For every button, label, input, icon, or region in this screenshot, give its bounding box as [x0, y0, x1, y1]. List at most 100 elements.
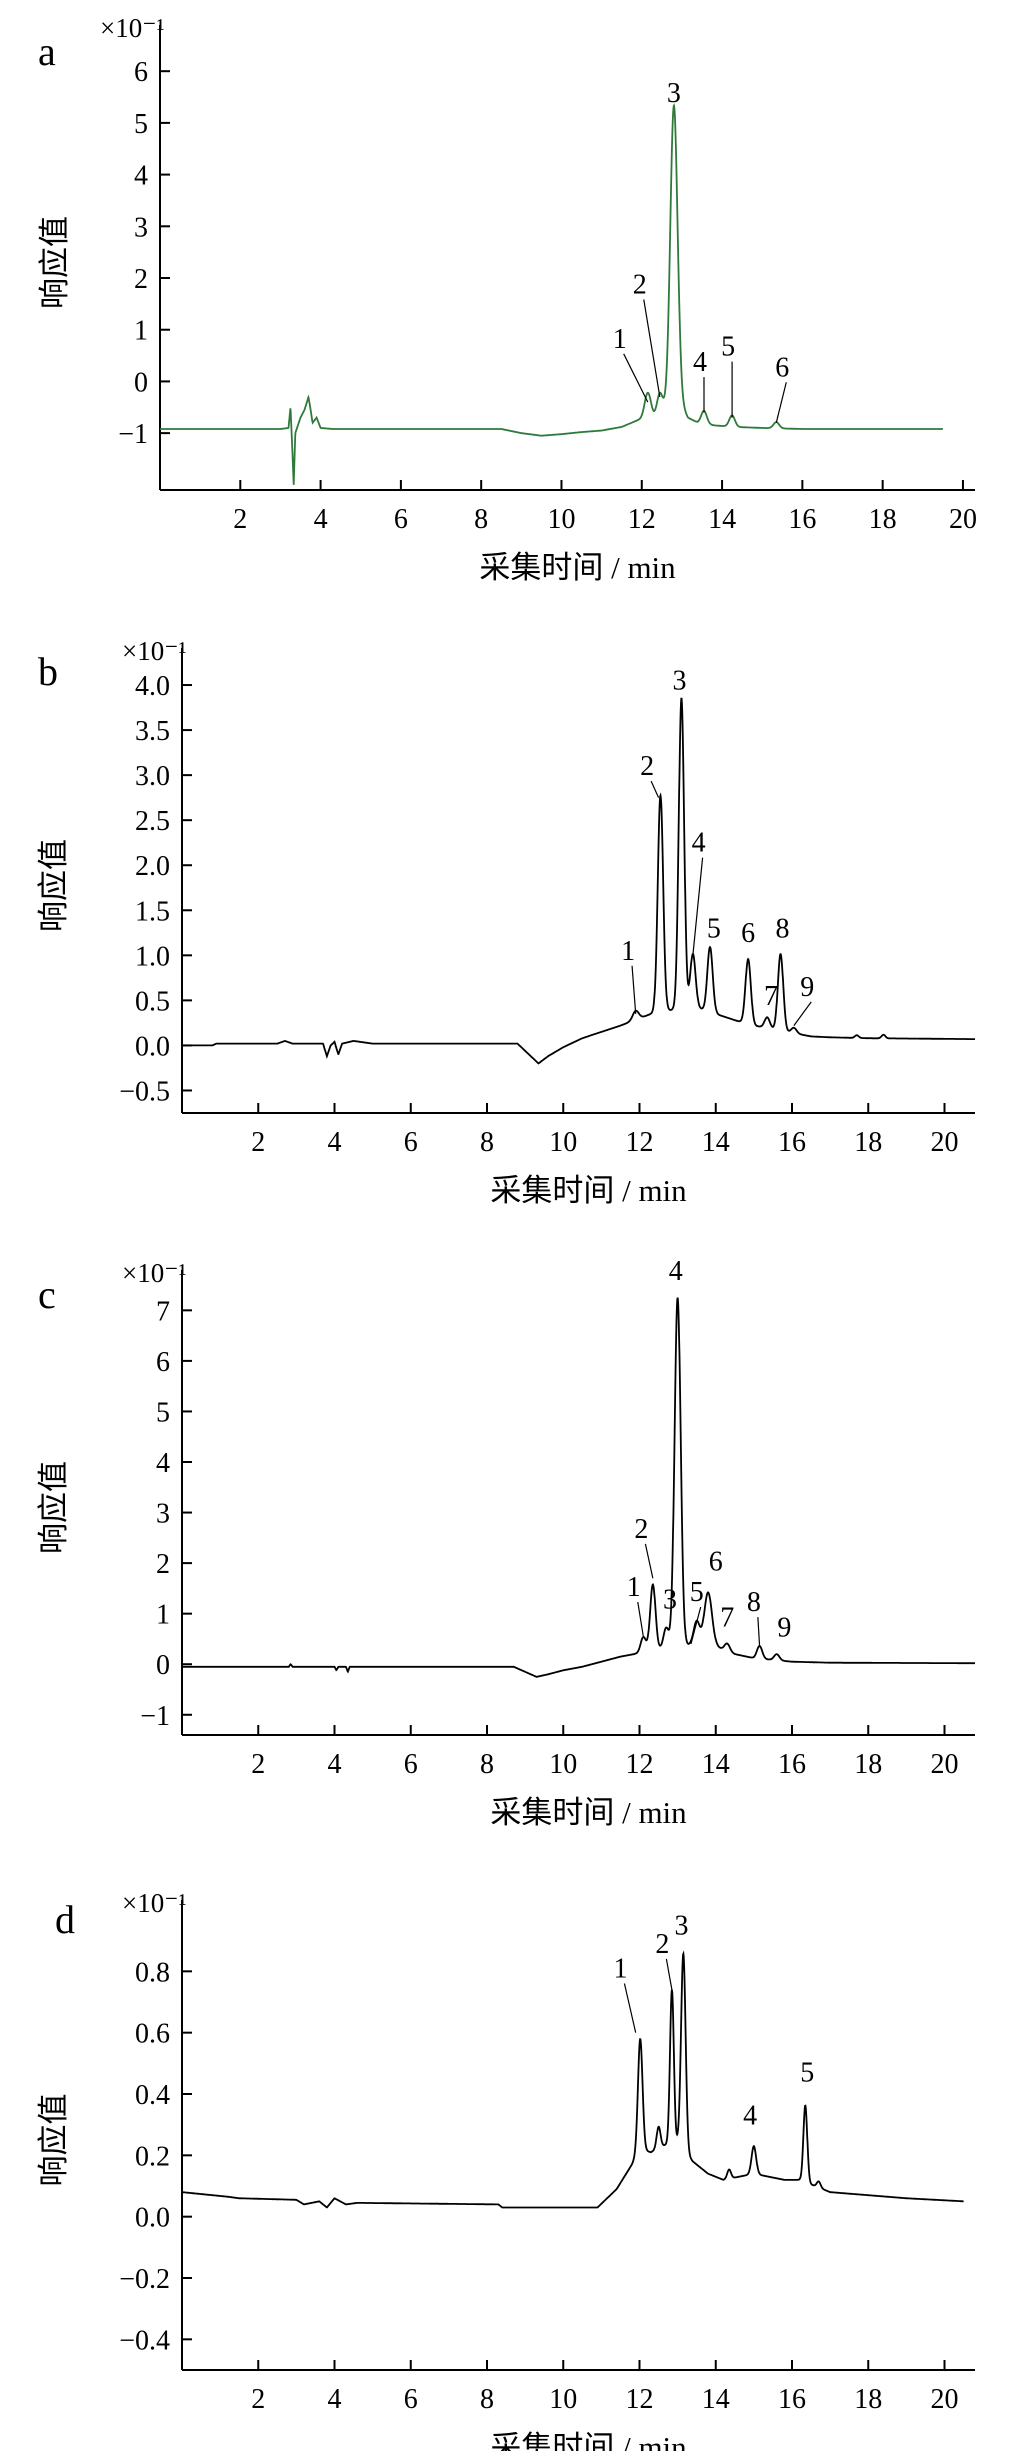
x-tick-label: 2 — [251, 2384, 265, 2415]
y-tick-label: 2.5 — [135, 806, 170, 837]
peak-label: 6 — [775, 352, 789, 383]
y-tick-label: 0.0 — [135, 1031, 170, 1062]
x-tick-label: 4 — [328, 2384, 342, 2415]
peak-leader-line — [623, 353, 649, 403]
y-tick-label: 6 — [134, 57, 148, 88]
x-tick-label: 6 — [404, 1127, 418, 1158]
peak-label: 2 — [655, 1929, 669, 1960]
peak-leader-line — [643, 299, 661, 398]
peak-leader-line — [775, 382, 787, 423]
peak-leader-line — [692, 857, 704, 956]
x-axis-title: 采集时间 / min — [479, 550, 676, 585]
peak-label: 5 — [800, 2058, 814, 2089]
peak-leader-line — [690, 1606, 702, 1645]
x-tick-label: 14 — [702, 2384, 730, 2415]
y-axis-title: 响应值 — [37, 216, 72, 309]
x-tick-label: 2 — [251, 1749, 265, 1780]
y-multiplier: ×10⁻¹ — [122, 1258, 187, 1288]
x-tick-label: 8 — [480, 1749, 494, 1780]
x-tick-label: 16 — [778, 1749, 806, 1780]
y-tick-label: 2.0 — [135, 851, 170, 882]
x-tick-label: 10 — [549, 2384, 577, 2415]
x-axis-title: 采集时间 / min — [490, 1173, 687, 1208]
y-tick-label: −1 — [140, 1701, 170, 1732]
peak-label: 9 — [777, 1612, 791, 1643]
y-multiplier: ×10⁻¹ — [100, 13, 165, 43]
panel-letter: c — [38, 1272, 56, 1317]
panel-letter: d — [55, 1897, 75, 1942]
y-tick-label: 0.2 — [135, 2141, 170, 2172]
y-tick-label: −1 — [118, 419, 148, 450]
y-tick-label: 1 — [156, 1600, 170, 1631]
x-tick-label: 4 — [328, 1749, 342, 1780]
x-tick-label: 18 — [854, 1127, 882, 1158]
x-tick-label: 16 — [788, 504, 816, 535]
peak-leader-line — [665, 1958, 673, 1990]
peak-leader-line — [623, 1983, 637, 2033]
x-tick-label: 2 — [233, 504, 247, 535]
x-tick-label: 14 — [702, 1127, 730, 1158]
peak-label: 5 — [721, 332, 735, 363]
y-tick-label: 1.5 — [135, 896, 170, 927]
panel-letter: b — [38, 649, 58, 694]
y-tick-label: 2 — [156, 1549, 170, 1580]
x-tick-label: 20 — [949, 504, 977, 535]
y-tick-label: 0.6 — [135, 2019, 170, 2050]
peak-label: 4 — [743, 2101, 757, 2132]
y-axis-title: 响应值 — [36, 839, 71, 932]
y-tick-label: 3 — [134, 212, 148, 243]
x-tick-label: 12 — [626, 1749, 654, 1780]
peak-leader-line — [631, 965, 637, 1014]
peak-label: 5 — [707, 913, 721, 944]
peak-label: 4 — [669, 1256, 683, 1287]
x-tick-label: 6 — [404, 2384, 418, 2415]
y-axis-title: 响应值 — [36, 1461, 71, 1554]
x-tick-label: 20 — [931, 2384, 959, 2415]
y-tick-label: 5 — [156, 1397, 170, 1428]
y-tick-label: 2 — [134, 264, 148, 295]
peak-label: 3 — [673, 666, 687, 697]
y-tick-label: −0.4 — [119, 2325, 170, 2356]
y-tick-label: 3.0 — [135, 761, 170, 792]
peak-label: 6 — [741, 918, 755, 949]
x-tick-label: 14 — [702, 1749, 730, 1780]
y-tick-label: 4.0 — [135, 671, 170, 702]
y-tick-label: −0.2 — [119, 2264, 170, 2295]
x-tick-label: 10 — [549, 1127, 577, 1158]
x-tick-label: 12 — [626, 1127, 654, 1158]
x-tick-label: 4 — [314, 504, 328, 535]
peak-leader-line — [644, 1543, 654, 1579]
peak-leader-line — [650, 780, 660, 798]
y-tick-label: 1 — [134, 316, 148, 347]
x-tick-label: 12 — [626, 2384, 654, 2415]
y-tick-label: 7 — [156, 1296, 170, 1327]
y-multiplier: ×10⁻¹ — [122, 636, 187, 666]
y-tick-label: 4 — [134, 161, 148, 192]
chromatogram-trace — [181, 1950, 964, 2209]
panel-letter: a — [38, 29, 56, 74]
y-tick-label: 3 — [156, 1499, 170, 1530]
peak-label: 1 — [613, 324, 627, 355]
x-tick-label: 6 — [394, 504, 408, 535]
y-tick-label: 4 — [156, 1448, 170, 1479]
y-tick-label: 1.0 — [135, 941, 170, 972]
y-tick-label: −0.5 — [119, 1076, 170, 1107]
y-tick-label: 0 — [156, 1650, 170, 1681]
x-tick-label: 8 — [474, 504, 488, 535]
peak-label: 3 — [667, 78, 681, 109]
x-tick-label: 16 — [778, 2384, 806, 2415]
peak-label: 1 — [613, 1953, 627, 1984]
x-tick-label: 10 — [547, 504, 575, 535]
x-tick-label: 6 — [404, 1749, 418, 1780]
y-axis-title: 响应值 — [36, 2094, 71, 2187]
x-tick-label: 12 — [628, 504, 656, 535]
x-tick-label: 14 — [708, 504, 736, 535]
x-tick-label: 8 — [480, 2384, 494, 2415]
peak-label: 8 — [747, 1587, 761, 1618]
x-tick-label: 18 — [854, 1749, 882, 1780]
peak-label: 2 — [633, 270, 647, 301]
peak-label: 6 — [709, 1547, 723, 1578]
x-axis-title: 采集时间 / min — [490, 1795, 687, 1830]
